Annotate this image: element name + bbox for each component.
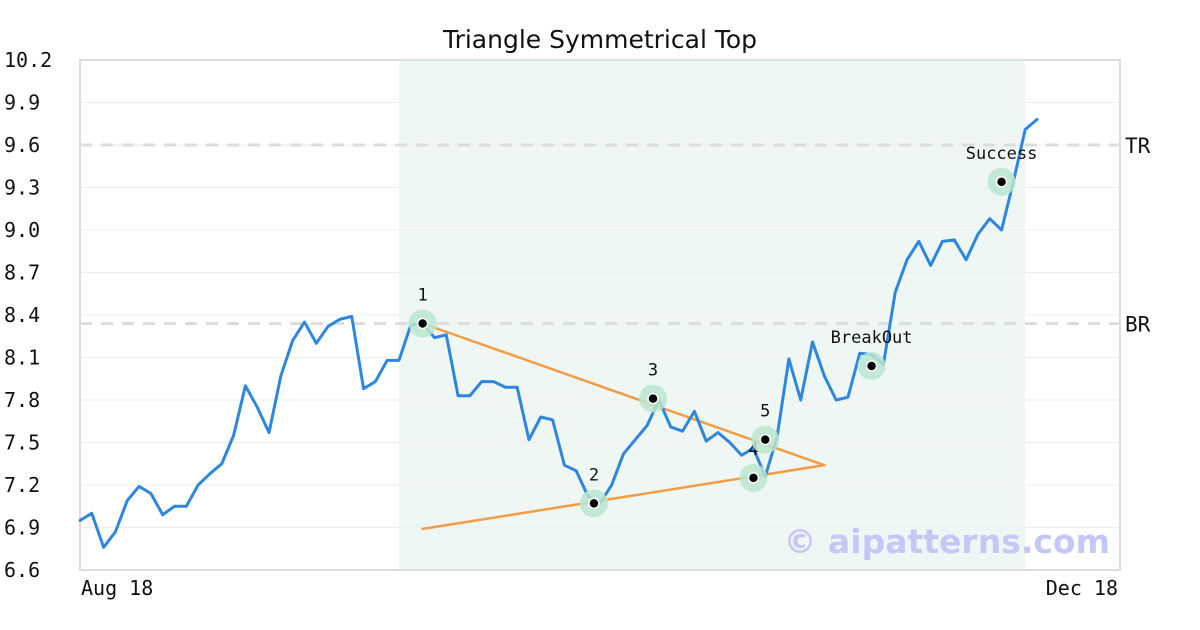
marker-dot [865,360,878,372]
y-tick-label: 8.1 [4,346,40,370]
x-axis: Aug 18 Dec 18 [81,576,1118,600]
y-tick-label: 7.2 [4,473,40,497]
marker-label: Success [966,144,1038,164]
y-tick-label: 6.6 [4,558,40,582]
y-tick-label: 8.4 [4,303,40,327]
y-tick-label: 7.5 [4,431,40,455]
y-axis: 10.2 9.9 9.6 9.3 9.0 8.7 8.4 8.1 7.8 7.5 7.2 6.9 6.6 [4,48,52,582]
marker-label: 1 [418,286,428,306]
marker-label: BreakOut [831,328,913,348]
pattern-markers: 1 2 3 45 BreakOut Success [408,144,1038,518]
y-tick-label: 9.9 [4,91,40,115]
marker-dot [647,392,659,405]
y-tick-label: 9.0 [4,218,40,242]
x-tick-label: Aug 18 [81,576,153,600]
marker-dot [747,472,760,484]
y-tick-label: 6.9 [4,516,40,540]
marker-label: 5 [760,402,770,422]
plot-frame [79,59,1121,571]
marker-dot [416,317,429,330]
marker-label: 4 [748,440,758,460]
level-label: BR [1125,313,1151,337]
marker-dot [995,176,1008,188]
level-label: TR [1125,134,1151,158]
y-tick-label: 8.7 [4,261,40,285]
level-lines: TR BR [80,134,1151,337]
x-tick-label: Dec 18 [1046,576,1118,600]
marker-dot [759,433,772,446]
y-tick-label: 9.6 [4,133,40,157]
y-tick-label: 10.2 [4,48,52,72]
watermark: © aipatterns.com [784,522,1110,561]
chart-title: Triangle Symmetrical Top [442,25,757,54]
y-tick-label: 9.3 [4,176,40,200]
y-tick-label: 7.8 [4,388,40,412]
marker-label: 2 [589,465,599,485]
marker-label: 3 [648,361,658,381]
marker-dot [588,497,600,510]
